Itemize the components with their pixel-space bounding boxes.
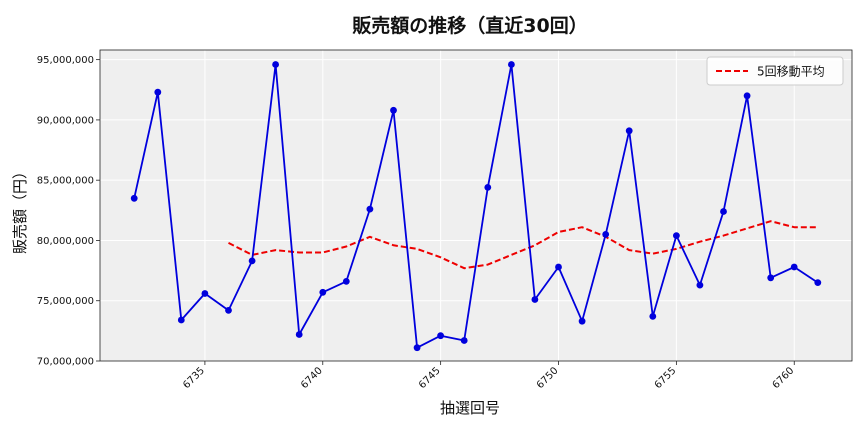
x-tick-label: 6755 — [653, 365, 679, 391]
x-tick-label: 6740 — [299, 365, 325, 391]
y-tick-label: 90,000,000 — [37, 115, 94, 126]
sales-line — [133, 63, 819, 349]
sales-point — [720, 208, 727, 215]
plot-area — [100, 50, 852, 361]
sales-point — [342, 278, 350, 285]
sales-point — [390, 106, 397, 114]
sales-point — [555, 263, 562, 271]
y-tick-label: 75,000,000 — [37, 296, 94, 307]
sales-point — [248, 257, 256, 265]
sales-point — [437, 332, 444, 340]
sales-point — [767, 274, 775, 282]
sales-point — [578, 317, 586, 325]
x-tick-label: 6760 — [771, 365, 797, 391]
sales-point — [673, 232, 680, 240]
sales-point — [225, 307, 232, 314]
sales-point — [484, 184, 492, 191]
y-tick-label: 85,000,000 — [37, 176, 94, 187]
sales-point — [696, 281, 704, 289]
y-axis-ticks: 70,000,000 75,000,000 80,000,000 85,000,000… — [37, 55, 100, 368]
x-tick-label: 6735 — [181, 365, 207, 391]
y-tick-label: 95,000,000 — [37, 55, 94, 66]
sales-point — [201, 290, 209, 297]
sales-point — [790, 263, 798, 271]
sales-point — [531, 296, 539, 303]
sales-point — [814, 279, 822, 286]
legend-box — [706, 56, 844, 86]
legend: 5回移動平均 — [706, 56, 844, 86]
y-axis-label: 販売額（円） — [11, 164, 29, 254]
sales-point — [154, 88, 162, 96]
x-tick-label: 6750 — [535, 365, 561, 391]
sales-point — [272, 61, 279, 68]
x-axis-label: 抽選回号 — [440, 399, 500, 417]
sales-point — [743, 92, 751, 100]
sales-point — [366, 205, 374, 213]
y-tick-label: 80,000,000 — [37, 236, 94, 247]
sales-point — [649, 313, 657, 320]
x-axis-ticks: 6735 6740 6745 6750 6755 6760 — [181, 361, 796, 391]
moving-average-line — [228, 220, 818, 270]
legend-label-moving-average: 5回移動平均 — [757, 65, 825, 79]
series-layer — [130, 61, 822, 352]
sales-point — [295, 331, 303, 338]
sales-point — [319, 288, 327, 296]
sales-point — [508, 61, 515, 68]
chart-title: 販売額の推移（直近30回） — [352, 14, 587, 37]
y-tick-label: 70,000,000 — [37, 357, 94, 368]
plot-frame — [99, 49, 853, 362]
sales-point — [413, 344, 421, 352]
grid-lines — [100, 50, 852, 362]
x-tick-label: 6745 — [417, 365, 443, 391]
sales-point — [460, 337, 468, 344]
sales-point — [625, 127, 633, 135]
sales-point — [602, 231, 610, 238]
sales-point — [130, 194, 138, 202]
sales-point — [177, 316, 185, 324]
